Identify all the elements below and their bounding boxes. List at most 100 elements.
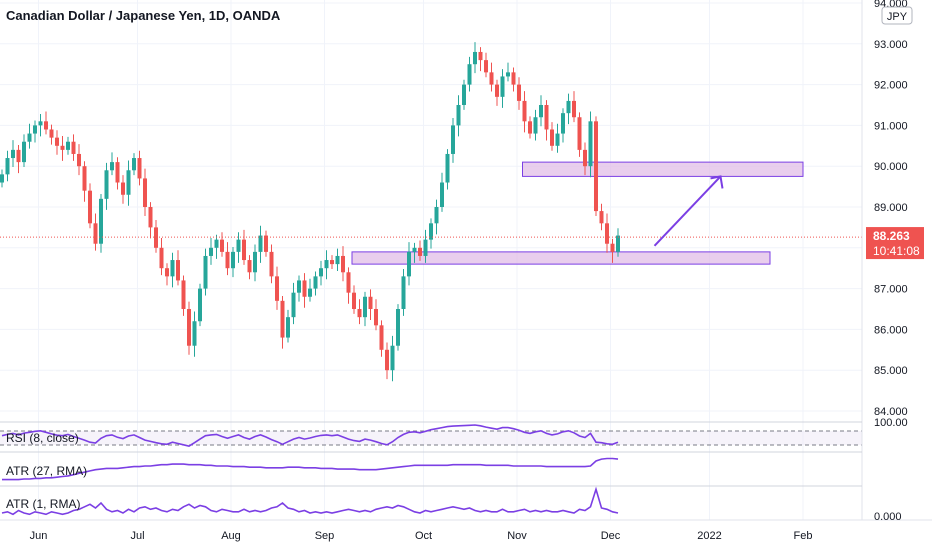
candle-body (599, 211, 604, 224)
candle-body (533, 117, 538, 134)
candle-body (280, 300, 285, 338)
chart-title: Canadian Dollar / Japanese Yen, 1D, OAND… (6, 8, 281, 23)
candle-body (489, 72, 494, 85)
candle-body (473, 51, 477, 65)
candles (0, 42, 620, 382)
candle-body (434, 207, 439, 224)
candle-body (49, 129, 54, 138)
current-price-tag (866, 227, 924, 260)
candle-body (478, 51, 483, 61)
arrow-head (710, 175, 724, 189)
candle-body (71, 141, 76, 154)
candle-body (77, 153, 81, 167)
candle-body (401, 276, 406, 309)
currency-label: JPY (887, 11, 908, 23)
price-axis[interactable]: 94.00093.00092.00091.00090.00089.00088.0… (874, 0, 908, 418)
candle-body (203, 255, 208, 289)
support-resistance-zone (351, 251, 771, 265)
candle-body (330, 260, 334, 265)
candle-body (412, 247, 417, 252)
time-tick-label: Jul (130, 530, 144, 542)
candle-body (385, 349, 389, 371)
candle-body (423, 239, 428, 256)
price-tick-label: 94.000 (874, 0, 908, 10)
candle-body (247, 260, 252, 273)
time-tick-label: Aug (221, 530, 241, 542)
candle-body (456, 105, 461, 126)
candle-body (511, 72, 516, 85)
price-tick-label: 84.000 (874, 406, 908, 418)
arrow-line (653, 175, 722, 247)
time-axis[interactable]: Jun Jul Aug Sep Oct Nov Dec 2022 Feb (30, 530, 813, 542)
candle-body (209, 247, 213, 256)
time-tick-label: Oct (415, 530, 432, 542)
candle-body (192, 321, 197, 346)
candle-body (104, 170, 109, 199)
price-tick-label: 87.000 (874, 284, 908, 296)
candle-body (258, 235, 263, 252)
candle-body (148, 207, 153, 228)
candle-body (66, 141, 70, 150)
candle-body (484, 60, 488, 73)
candle-body (341, 255, 345, 273)
atr27-label: ATR (27, RMA) (6, 464, 87, 478)
candle-body (187, 309, 191, 346)
currency-badge[interactable] (881, 6, 913, 25)
candle-body (165, 268, 169, 277)
indicators (0, 424, 862, 516)
candle-body (506, 72, 510, 77)
candle-body (429, 223, 433, 240)
candle-body (11, 149, 15, 159)
candle-body (110, 162, 114, 171)
candle-body (82, 166, 87, 191)
candle-body (363, 296, 367, 318)
candle-body (291, 292, 296, 318)
candle-body (115, 162, 120, 183)
candle-body (132, 158, 136, 171)
candle-body (445, 153, 450, 183)
price-tick-label: 92.000 (874, 80, 908, 92)
candle-body (374, 309, 378, 326)
candle-body (550, 129, 554, 146)
current-price-value: 88.263 (873, 229, 910, 243)
candle-body (566, 100, 571, 114)
candle-body (16, 149, 21, 163)
candle-body (368, 296, 373, 309)
candle-body (352, 292, 356, 309)
zones (351, 161, 804, 265)
candle-body (220, 239, 224, 252)
candle-body (451, 125, 455, 154)
candle-body (528, 121, 532, 134)
candle-body (610, 243, 615, 252)
candle-body (467, 64, 472, 85)
candle-body (297, 280, 301, 293)
candle-body (242, 239, 246, 261)
time-tick-label: 2022 (697, 530, 721, 542)
candle-body (577, 117, 582, 150)
candle-body (440, 182, 444, 207)
price-tick-label: 90.000 (874, 161, 908, 173)
candle-body (544, 105, 549, 130)
rsi-band (0, 431, 862, 445)
atr1-label: ATR (1, RMA) (6, 497, 80, 511)
candle-body (555, 133, 560, 146)
candle-body (396, 309, 400, 346)
candle-body (33, 125, 37, 134)
price-tick-label: 89.000 (874, 202, 908, 214)
atr27-line (2, 457, 619, 481)
candle-body (181, 280, 186, 309)
overlays (0, 175, 862, 247)
candle-body (44, 121, 48, 130)
candle-body (253, 251, 257, 273)
candle-body (176, 260, 180, 281)
candle-body (286, 317, 290, 338)
candle-body (198, 288, 202, 322)
candle-body (236, 239, 241, 252)
atr1-line (1, 486, 619, 516)
candle-body (154, 227, 158, 248)
price-tick-label: 93.000 (874, 39, 908, 51)
time-tick-label: Jun (30, 530, 48, 542)
candle-body (588, 121, 593, 167)
candle-body (5, 158, 10, 175)
